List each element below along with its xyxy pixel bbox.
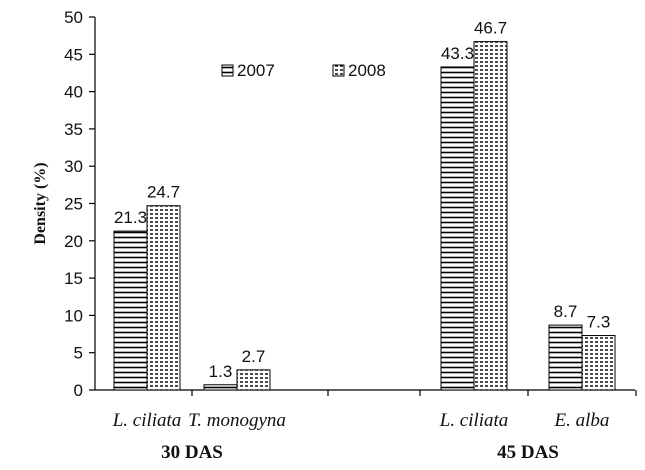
data-label-2007-0: 21.3 — [114, 208, 147, 227]
x-group-label: 45 DAS — [497, 442, 559, 463]
bar-2008-2 — [473, 41, 508, 391]
legend-swatch-2008 — [332, 64, 345, 77]
y-tick-label: 30 — [64, 157, 83, 176]
legend: 2007 2008 — [221, 61, 386, 80]
axes-group: 0 5 10 15 20 25 30 35 40 45 50 Density (%) — [32, 8, 637, 400]
x-group-label: 30 DAS — [161, 442, 223, 463]
bar-2007-2 — [440, 66, 475, 391]
legend-label-2007: 2007 — [237, 61, 275, 80]
data-label-2008-0: 24.7 — [147, 183, 180, 202]
y-tick-label: 50 — [64, 8, 83, 27]
bar-2008-0 — [146, 205, 181, 391]
y-tick-label: 0 — [74, 381, 83, 400]
x-category-label: L. ciliata — [112, 410, 182, 431]
labels-group: 21.3 1.3 43.3 8.7 24.7 2.7 46.7 7.3 L. ciliata T.… — [112, 19, 611, 463]
data-label-2008-3: 7.3 — [587, 313, 611, 332]
y-tick-label: 40 — [64, 83, 83, 102]
legend-label-2008: 2008 — [348, 61, 386, 80]
y-tick-label: 45 — [64, 45, 83, 64]
x-category-label: L. ciliata — [439, 410, 509, 431]
bar-2007-1 — [203, 384, 238, 391]
data-label-2007-1: 1.3 — [209, 362, 233, 381]
x-category-label: T. monogyna — [188, 410, 286, 431]
bars-group — [113, 41, 616, 391]
y-tick-label: 5 — [74, 344, 83, 363]
y-tick-label: 25 — [64, 195, 83, 214]
legend-swatch-2007 — [221, 64, 234, 77]
bar-2007-3 — [548, 324, 583, 391]
data-label-2008-1: 2.7 — [242, 347, 266, 366]
bar-2007-0 — [113, 230, 148, 391]
y-tick-label: 35 — [64, 120, 83, 139]
data-label-2008-2: 46.7 — [474, 19, 507, 38]
x-category-label: E. alba — [554, 410, 610, 431]
y-tick-label: 10 — [64, 306, 83, 325]
bar-2008-3 — [581, 335, 616, 391]
y-tick-label: 15 — [64, 269, 83, 288]
y-axis-label: Density (%) — [32, 162, 49, 244]
y-tick-label: 20 — [64, 232, 83, 251]
data-label-2007-2: 43.3 — [441, 44, 474, 63]
bar-2008-1 — [236, 369, 271, 391]
data-label-2007-3: 8.7 — [554, 302, 578, 321]
